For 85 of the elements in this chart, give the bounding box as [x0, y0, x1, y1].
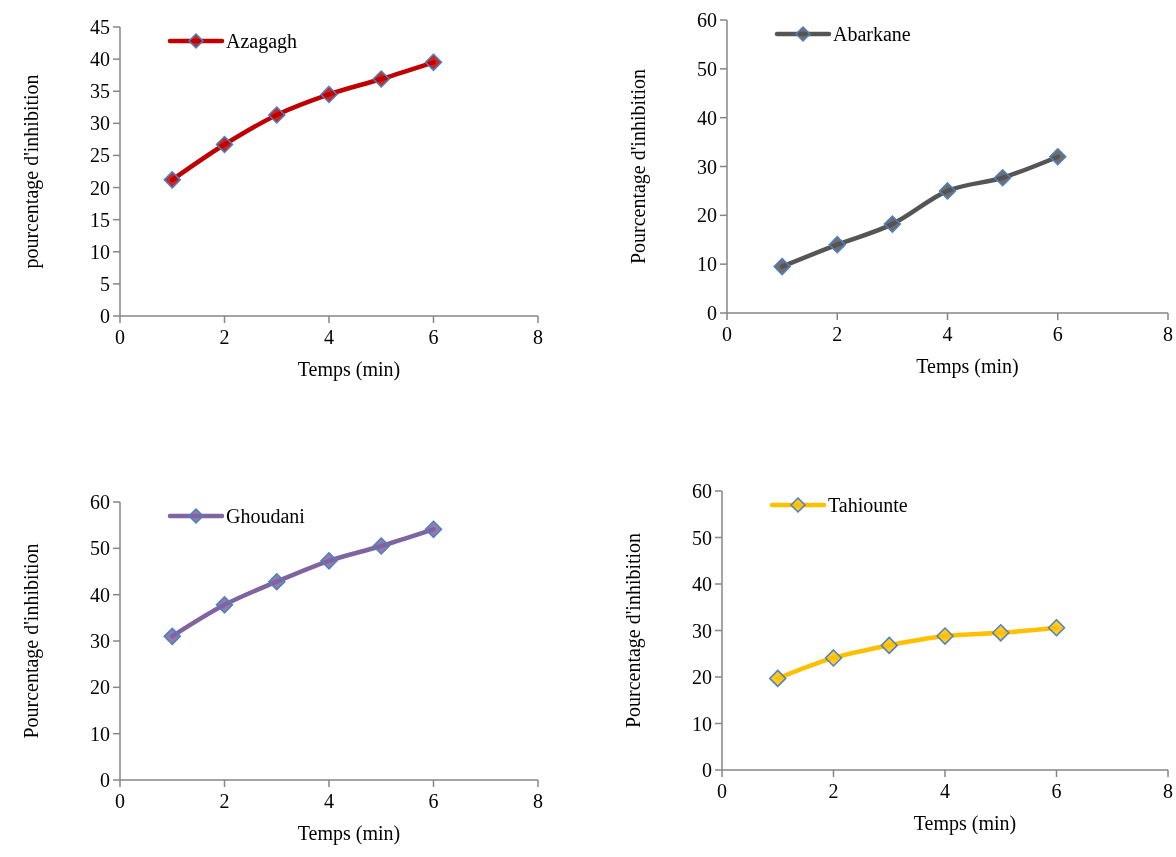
y-tick-label: 50: [90, 537, 110, 560]
point: [1049, 147, 1067, 166]
y-tick-label: 5: [100, 272, 110, 295]
y-tick-label: 50: [692, 526, 712, 549]
point: [215, 596, 234, 614]
point: [372, 70, 390, 88]
point: [936, 627, 954, 645]
x-tick-label: 8: [533, 326, 543, 348]
point: [773, 257, 791, 276]
x-tick-label: 0: [115, 326, 125, 348]
y-tick-label: 20: [697, 204, 717, 227]
legend-label: Abarkane: [833, 23, 911, 45]
y-axis-title: Pourcentage d'inhibition: [20, 543, 43, 739]
point: [163, 171, 181, 189]
x-axis-title: Temps (min): [297, 822, 401, 845]
point: [372, 537, 390, 555]
y-tick-label: 35: [90, 80, 110, 103]
y-tick-label: 60: [697, 9, 717, 31]
y-tick-label: 30: [90, 112, 110, 135]
y-tick-label: 15: [90, 208, 110, 231]
x-tick-label: 0: [722, 323, 732, 345]
y-axis-title: pourcentage d'inhibition: [20, 74, 43, 269]
point: [880, 636, 898, 655]
y-tick-label: 25: [90, 144, 110, 167]
x-tick-label: 4: [940, 780, 950, 802]
x-tick-label: 0: [115, 790, 125, 812]
point: [215, 135, 234, 154]
x-axis-title: Temps (min): [913, 812, 1017, 835]
point: [938, 182, 957, 200]
y-tick-label: 20: [90, 176, 110, 199]
y-tick-label: 0: [707, 302, 717, 324]
x-axis-title: Temps (min): [916, 355, 1019, 378]
x-tick-label: 2: [219, 790, 230, 812]
point: [320, 552, 338, 570]
legend-label: Azagagh: [226, 30, 298, 53]
x-tick-label: 8: [1163, 780, 1173, 802]
y-tick-label: 40: [697, 106, 717, 129]
x-tick-label: 6: [1051, 780, 1062, 802]
y-tick-label: 10: [697, 253, 717, 276]
y-tick-label: 10: [692, 712, 712, 735]
y-tick-label: 45: [90, 16, 110, 38]
y-tick-label: 60: [90, 491, 110, 513]
x-tick-label: 8: [1163, 323, 1173, 345]
y-axis-title: Pourcentage d'inhibition: [622, 532, 645, 729]
x-tick-label: 6: [428, 326, 439, 348]
point: [1047, 618, 1066, 637]
x-tick-label: 2: [832, 323, 843, 345]
y-tick-label: 20: [90, 676, 110, 699]
y-tick-label: 40: [90, 48, 110, 71]
y-tick-label: 30: [697, 155, 717, 178]
point: [993, 168, 1012, 187]
x-tick-label: 4: [324, 326, 334, 348]
y-tick-label: 40: [90, 583, 110, 606]
x-tick-label: 6: [428, 790, 439, 812]
point: [769, 669, 787, 688]
point: [883, 215, 902, 233]
x-tick-label: 4: [324, 790, 334, 812]
y-tick-label: 0: [702, 759, 712, 781]
point: [268, 106, 286, 124]
y-tick-label: 30: [90, 630, 110, 652]
point: [424, 53, 443, 72]
x-axis-title: Temps (min): [297, 358, 401, 381]
point: [163, 627, 181, 646]
legend-label: Tahiounte: [828, 494, 908, 516]
point: [824, 649, 843, 667]
point: [424, 520, 443, 539]
x-tick-label: 2: [828, 780, 839, 802]
legend-label: Ghoudani: [226, 505, 306, 527]
x-tick-label: 2: [219, 326, 230, 348]
y-axis-title: Pourcentage d'inhibition: [627, 68, 650, 265]
y-tick-label: 0: [100, 305, 110, 327]
point: [828, 235, 846, 254]
x-tick-label: 6: [1052, 323, 1063, 345]
point: [268, 572, 286, 591]
y-tick-label: 10: [90, 722, 110, 745]
x-tick-label: 4: [942, 323, 953, 345]
y-tick-label: 30: [692, 619, 712, 642]
point: [320, 85, 338, 104]
y-tick-label: 20: [692, 666, 712, 688]
y-tick-label: 50: [697, 57, 717, 80]
y-tick-label: 40: [692, 573, 712, 595]
y-tick-label: 60: [692, 480, 712, 502]
y-tick-label: 10: [90, 240, 110, 263]
x-tick-label: 8: [533, 790, 543, 812]
point: [992, 624, 1010, 642]
